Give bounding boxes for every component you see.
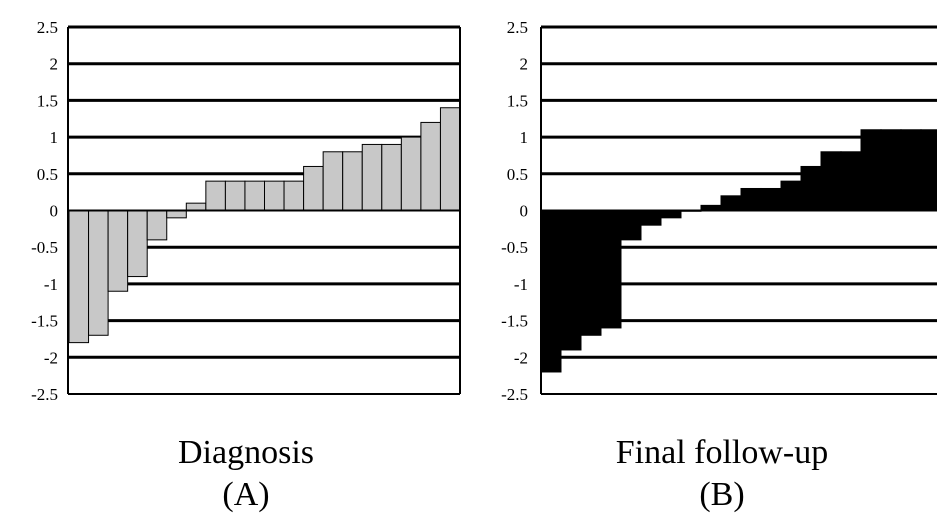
bar (303, 165, 324, 212)
bar (146, 210, 168, 241)
y-tick-label: 2.5 (507, 18, 528, 37)
bar (920, 129, 937, 211)
bar (620, 210, 642, 241)
bar (361, 143, 383, 211)
bar (660, 210, 682, 219)
bar (760, 187, 782, 211)
bar (740, 187, 762, 211)
y-tick-label: 0.5 (507, 165, 528, 184)
bar (800, 165, 822, 212)
bar (322, 151, 344, 211)
y-tick-label: -0.5 (501, 238, 528, 257)
y-tick-label: 0 (520, 202, 529, 221)
bar (166, 210, 187, 219)
y-tick-label: -1.5 (31, 312, 58, 331)
y-tick-label: -2.5 (31, 385, 58, 404)
y-tick-label: -1 (514, 275, 528, 294)
chart-final-follow-up: 2.5 2 1.5 1 0.5 0 -0.5 -1 -1.5 -2 -2.5 Final follow… (501, 18, 937, 513)
y-tick-label: 2.5 (37, 18, 58, 37)
bar (205, 180, 226, 211)
y-tick-label: -2 (44, 348, 58, 367)
bar (860, 129, 882, 211)
y-tick-label: -2.5 (501, 385, 528, 404)
chart-diagnosis: 2.5 2 1.5 1 0.5 0 -0.5 -1 -1.5 -2 -2.5 Diagnosis (A) (31, 18, 461, 513)
bar (780, 180, 802, 211)
y-tick-label: -2 (514, 348, 528, 367)
y-tick-label: 1.5 (507, 91, 528, 110)
chart-title: Diagnosis (178, 434, 314, 471)
y-tick-label: 1 (520, 128, 529, 147)
bar (283, 180, 305, 211)
bar (420, 121, 441, 211)
y-tick-label: 2 (50, 55, 59, 74)
y-tick-label: 1 (50, 128, 59, 147)
y-tick-label: 1.5 (37, 91, 58, 110)
y-tick-label: -0.5 (31, 238, 58, 257)
bar (540, 210, 562, 373)
bar (840, 151, 862, 211)
y-tick-label: 0.5 (37, 165, 58, 184)
chart-subtitle: (A) (222, 476, 269, 513)
bar (381, 143, 402, 211)
bar (68, 210, 90, 344)
bar (820, 151, 842, 211)
bar (127, 210, 148, 278)
bar (264, 180, 285, 211)
y-tick-label: 2 (520, 55, 529, 74)
bar (439, 107, 461, 211)
bar (720, 195, 742, 212)
bar (900, 129, 922, 211)
bar (244, 180, 265, 211)
y-tick-label: -1 (44, 275, 58, 294)
bar (600, 210, 622, 329)
y-tick-label: 0 (50, 202, 59, 221)
bar (342, 151, 363, 211)
bar (560, 210, 582, 351)
y-tick-label: -1.5 (501, 312, 528, 331)
bar (640, 210, 662, 226)
bar (580, 210, 602, 336)
chart-title: Final follow-up (616, 434, 828, 471)
bar (224, 180, 246, 211)
bar (185, 202, 207, 212)
bar (880, 129, 902, 211)
chart-subtitle: (B) (699, 476, 744, 513)
bar (400, 136, 422, 212)
bar (107, 210, 129, 292)
bar (88, 210, 109, 336)
